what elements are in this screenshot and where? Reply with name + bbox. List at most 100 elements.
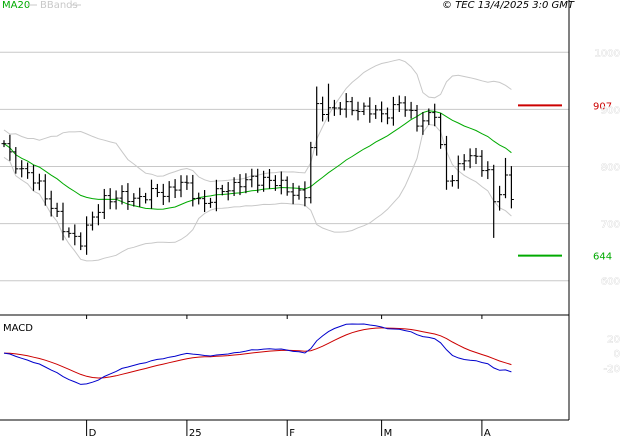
ohlc-bar (337, 101, 343, 116)
ohlc-bar (42, 174, 48, 206)
x-tick-label-F: F (289, 428, 295, 439)
ohlc-bar (231, 177, 237, 197)
ohlc-bar (137, 187, 143, 208)
ohlc-bar (343, 93, 349, 118)
ohlc-bar (54, 202, 60, 217)
ohlc-bar (467, 148, 473, 169)
ohlc-bar (473, 147, 479, 165)
level-lines: 907 644 (518, 101, 612, 263)
ohlc-bar (420, 112, 426, 135)
ohlc-bar (1, 140, 7, 148)
ohlc-bar (432, 103, 438, 127)
ohlc-bar (113, 190, 119, 210)
ohlc-bar (60, 202, 66, 241)
macd-line (3, 323, 512, 385)
ohlc-bar (402, 96, 408, 117)
ohlc-bar (202, 190, 208, 213)
ohlc-bar (379, 101, 385, 123)
ohlc-bar (107, 188, 113, 210)
ohlc-bar (491, 164, 497, 238)
macd-title: MACD (3, 323, 33, 334)
ohlc-bar (485, 161, 491, 180)
ohlc-bar (7, 134, 13, 161)
ohlc-bar (196, 192, 202, 205)
ohlc-bar (449, 175, 455, 187)
ohlc-bar (249, 168, 255, 188)
ohlc-bar (243, 173, 249, 194)
ohlc-bar (272, 175, 278, 191)
ohlc-bar (72, 224, 78, 246)
ohlc-bar (66, 227, 72, 238)
ohlc-bar (78, 232, 84, 251)
ohlc-bar (461, 154, 467, 171)
price-y-axis: 600 700 800 900 1000 (594, 48, 620, 288)
ohlc-bar (261, 170, 267, 192)
ohlc-bar (479, 150, 485, 177)
ohlc-bar (125, 183, 131, 210)
ohlc-bar (326, 83, 331, 122)
macd-y-tick-label-0: 0 (614, 349, 620, 360)
x-axis: D 25 F M A (86, 420, 491, 439)
ohlc-bar (408, 101, 414, 119)
ohlc-bar (84, 216, 90, 255)
ohlc-bar (95, 204, 101, 226)
ohlc-bar (331, 99, 337, 116)
ohlc-bar (367, 97, 373, 123)
ohlc-bar (48, 190, 54, 217)
ohlc-bar (154, 183, 160, 198)
ohlc-bar (101, 188, 107, 220)
ohlc-bar (390, 96, 396, 126)
ohlc-bar (13, 147, 19, 174)
macd-signal-line (3, 327, 512, 379)
ohlc-bar (385, 107, 390, 125)
ohlc-bar (131, 193, 137, 207)
ohlc-bar (497, 185, 503, 211)
y-tick-label-900: 900 (601, 105, 620, 116)
macd-panel: -20 0 20 (3, 323, 620, 385)
ohlc-bar (36, 173, 42, 191)
ohlc-bar (184, 175, 190, 190)
macd-y-tick-label-20: 20 (607, 334, 620, 345)
ohlc-bar (355, 101, 361, 121)
price-bars (1, 83, 514, 255)
ohlc-bar (302, 181, 308, 207)
ohlc-bar (426, 108, 432, 125)
x-tick-label-25: 25 (189, 428, 202, 439)
ohlc-bar (225, 182, 231, 201)
ohlc-bar (308, 141, 314, 204)
ohlc-bar (25, 162, 31, 179)
ohlc-bar (508, 166, 514, 209)
ohlc-bar (503, 157, 508, 199)
level-label-907: 907 (593, 101, 612, 112)
ohlc-bar (396, 95, 402, 112)
ohlc-bar (178, 175, 184, 198)
ohlc-bar (149, 179, 154, 209)
ohlc-bar (160, 183, 166, 205)
ohlc-bar (237, 174, 243, 196)
ohlc-bar (284, 176, 290, 196)
x-tick-label-D: D (89, 428, 97, 439)
x-tick-label-M: M (384, 428, 393, 439)
y-tick-label-600: 600 (601, 277, 620, 288)
ohlc-bar (361, 102, 367, 116)
ohlc-bar (255, 168, 261, 193)
copyright: © TEC 13/4/2025 3:0 GMT (442, 0, 575, 11)
ohlc-bar (455, 155, 461, 189)
ohlc-bar (314, 86, 320, 156)
x-tick-label-A: A (484, 428, 491, 439)
ohlc-bar (278, 171, 284, 195)
ohlc-bar (31, 164, 36, 191)
legend-bbands: BBands (40, 0, 78, 11)
ohlc-bar (119, 185, 125, 205)
level-label-644: 644 (593, 252, 612, 263)
ohlc-bar (19, 160, 25, 178)
ohlc-bar (444, 135, 449, 190)
legend-ma20: MA20 (2, 0, 30, 11)
y-tick-label-700: 700 (601, 220, 620, 231)
ohlc-bar (190, 174, 196, 207)
ohlc-bar (267, 168, 272, 189)
ohlc-bar (373, 104, 379, 119)
